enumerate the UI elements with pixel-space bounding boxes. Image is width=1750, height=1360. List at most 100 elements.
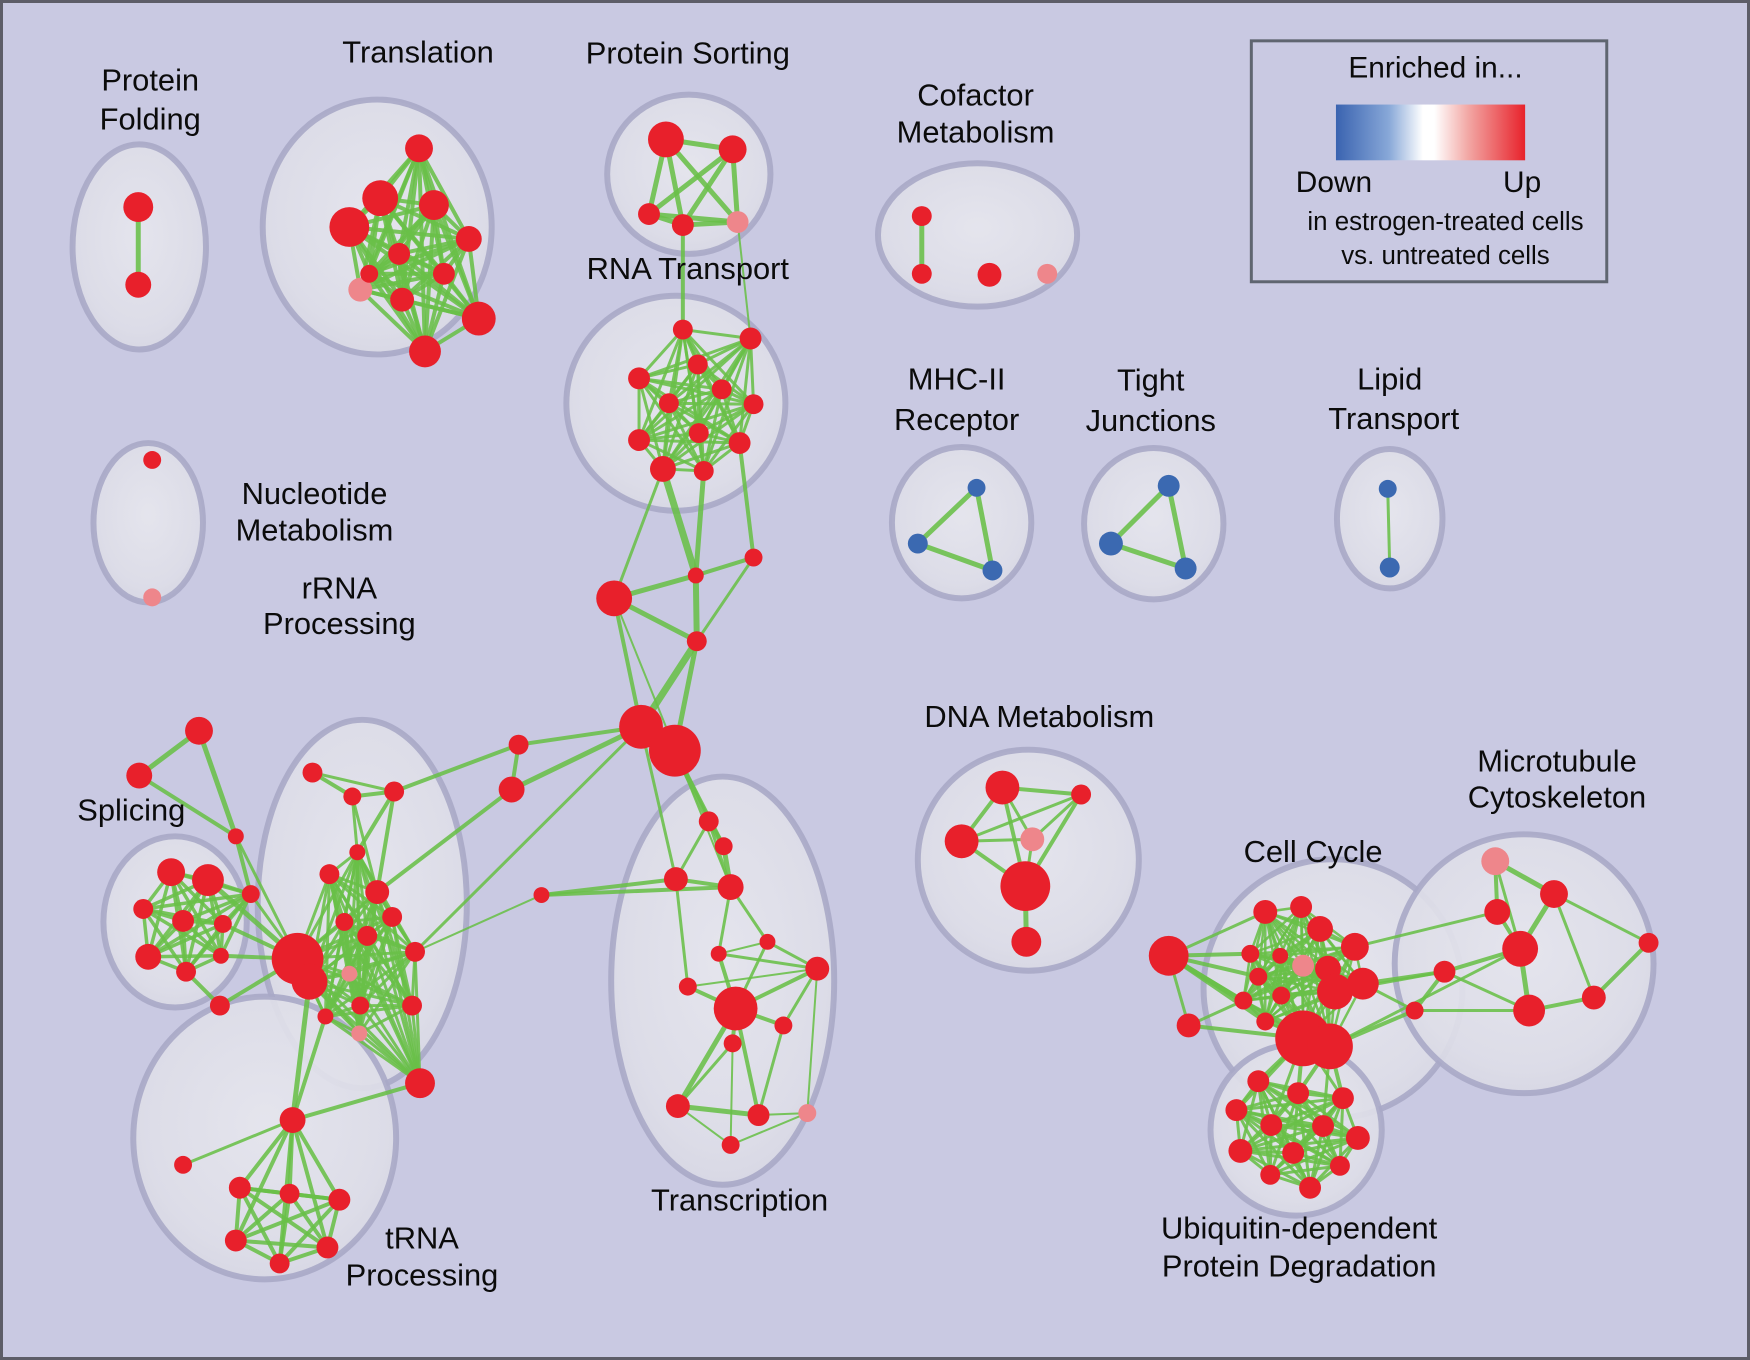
node-spl-2: [133, 899, 154, 919]
node-nu-1: [143, 588, 162, 607]
edge-tx: [717, 940, 769, 955]
node-mt-7: [1581, 985, 1606, 1010]
cluster-bubble-cf: [875, 160, 1081, 310]
edge-lt: [1386, 487, 1392, 569]
node-rna-0: [672, 319, 693, 340]
edge-trna: [233, 1118, 295, 1243]
node-mt-1: [1540, 880, 1568, 908]
node-rna-4: [711, 379, 732, 400]
node-ub-7: [1228, 1138, 1253, 1163]
node-tl-11: [360, 264, 379, 283]
node-cc-1: [1176, 1013, 1201, 1038]
cluster-label-tl-line0: Translation: [342, 35, 494, 70]
node-cc-17: [1307, 1023, 1353, 1070]
node-rna-11: [693, 460, 714, 481]
node-trna-5: [224, 1229, 247, 1252]
edge-inter: [693, 468, 707, 578]
node-cc-14: [1290, 896, 1313, 918]
edge-cc: [1249, 905, 1303, 956]
edge-ps: [646, 146, 736, 217]
node-rna-8: [728, 432, 751, 455]
edge-rrna: [350, 794, 359, 854]
cluster-bubble-tj: [1081, 445, 1227, 603]
edge-rrna: [350, 794, 379, 894]
node-ub-4: [1260, 1114, 1283, 1136]
edge-ub: [1268, 1136, 1360, 1177]
cluster-label-ub-line1: Protein Degradation: [1162, 1248, 1436, 1283]
node-tl-3: [419, 190, 449, 221]
edge-tx: [717, 952, 819, 971]
edge-rna: [738, 337, 753, 445]
cluster-label-tx-line0: Transcription: [651, 1183, 828, 1218]
edge-trna: [290, 1118, 330, 1250]
edge-ub: [1308, 1096, 1345, 1190]
node-rna-1: [739, 327, 762, 350]
edge-tl: [367, 203, 436, 276]
node-tj-1: [1099, 531, 1123, 556]
node-tx-2: [663, 867, 688, 892]
cluster-label-trna-line1: Processing: [346, 1257, 499, 1292]
edge-rrna: [323, 972, 351, 1019]
cluster-label-mt-line0: Microtubule: [1477, 744, 1637, 779]
cluster-label-spl-line0: Splicing: [77, 792, 185, 827]
edge-tx: [686, 967, 819, 988]
node-cf-0: [911, 206, 932, 227]
node-rrna-7: [335, 912, 354, 931]
node-tl-1: [362, 180, 399, 217]
node-dna-3: [1020, 827, 1045, 852]
node-rrna-11: [317, 1008, 334, 1025]
edge-tl: [417, 146, 471, 241]
node-dna-4: [1000, 861, 1051, 911]
node-cc-8: [1234, 991, 1253, 1010]
cluster-label-cf-line0: Cofactor: [917, 78, 1034, 113]
edge-spl: [141, 892, 253, 911]
edge-rrna: [310, 771, 396, 793]
node-ub-2: [1331, 1087, 1354, 1110]
edge-rrna: [365, 934, 422, 1085]
node-rna-6: [658, 393, 679, 414]
edge-hub: [692, 572, 700, 645]
edge-ub: [1234, 1108, 1312, 1190]
cluster-label-tj-line1: Junctions: [1086, 403, 1216, 438]
node-tl-10: [409, 335, 441, 368]
node-hub-1: [596, 580, 633, 617]
edge-tx: [675, 1103, 762, 1118]
edge-inter: [1328, 947, 1522, 1048]
node-hub-2: [686, 631, 707, 652]
node-tx-8: [713, 986, 758, 1031]
edge-rrna: [342, 920, 422, 1085]
edge-inter: [539, 885, 733, 898]
node-rrna-2: [384, 781, 405, 802]
edge-spl: [146, 922, 225, 959]
cluster-label-pf-line1: Folding: [100, 101, 201, 136]
node-rna-9: [628, 429, 650, 452]
node-tx-10: [723, 1034, 742, 1053]
node-tx-5: [759, 933, 776, 950]
node-tx-0: [698, 811, 719, 832]
edge-rna: [637, 402, 756, 442]
node-rna-2: [687, 354, 708, 375]
node-trna-3: [279, 1183, 300, 1204]
cluster-label-lt-line0: Lipid: [1357, 361, 1422, 396]
edge-tx: [729, 1042, 734, 1146]
legend-gradient-bar: [1335, 104, 1526, 161]
edge-spl: [181, 892, 253, 923]
node-rrna-9: [405, 941, 425, 962]
node-hub-10: [185, 716, 213, 745]
edge-inter: [375, 787, 514, 895]
edge-rrna: [357, 915, 394, 1035]
node-ps-1: [718, 135, 747, 164]
legend-caption-line-2: vs. untreated cells: [1341, 242, 1550, 270]
node-hub-9: [209, 995, 230, 1016]
node-lt-1: [1379, 557, 1400, 578]
node-cc-10: [1317, 973, 1353, 1010]
node-tl-9: [461, 301, 496, 336]
edge-inter: [1353, 910, 1499, 949]
node-ps-3: [671, 214, 694, 236]
cluster-label-rrna-line0: rRNA: [302, 570, 378, 605]
node-ps-0: [648, 121, 684, 158]
node-rna-7: [688, 423, 709, 444]
node-tj-2: [1174, 557, 1197, 580]
node-tx-9: [774, 1016, 793, 1035]
edge-ub: [1238, 1124, 1325, 1153]
